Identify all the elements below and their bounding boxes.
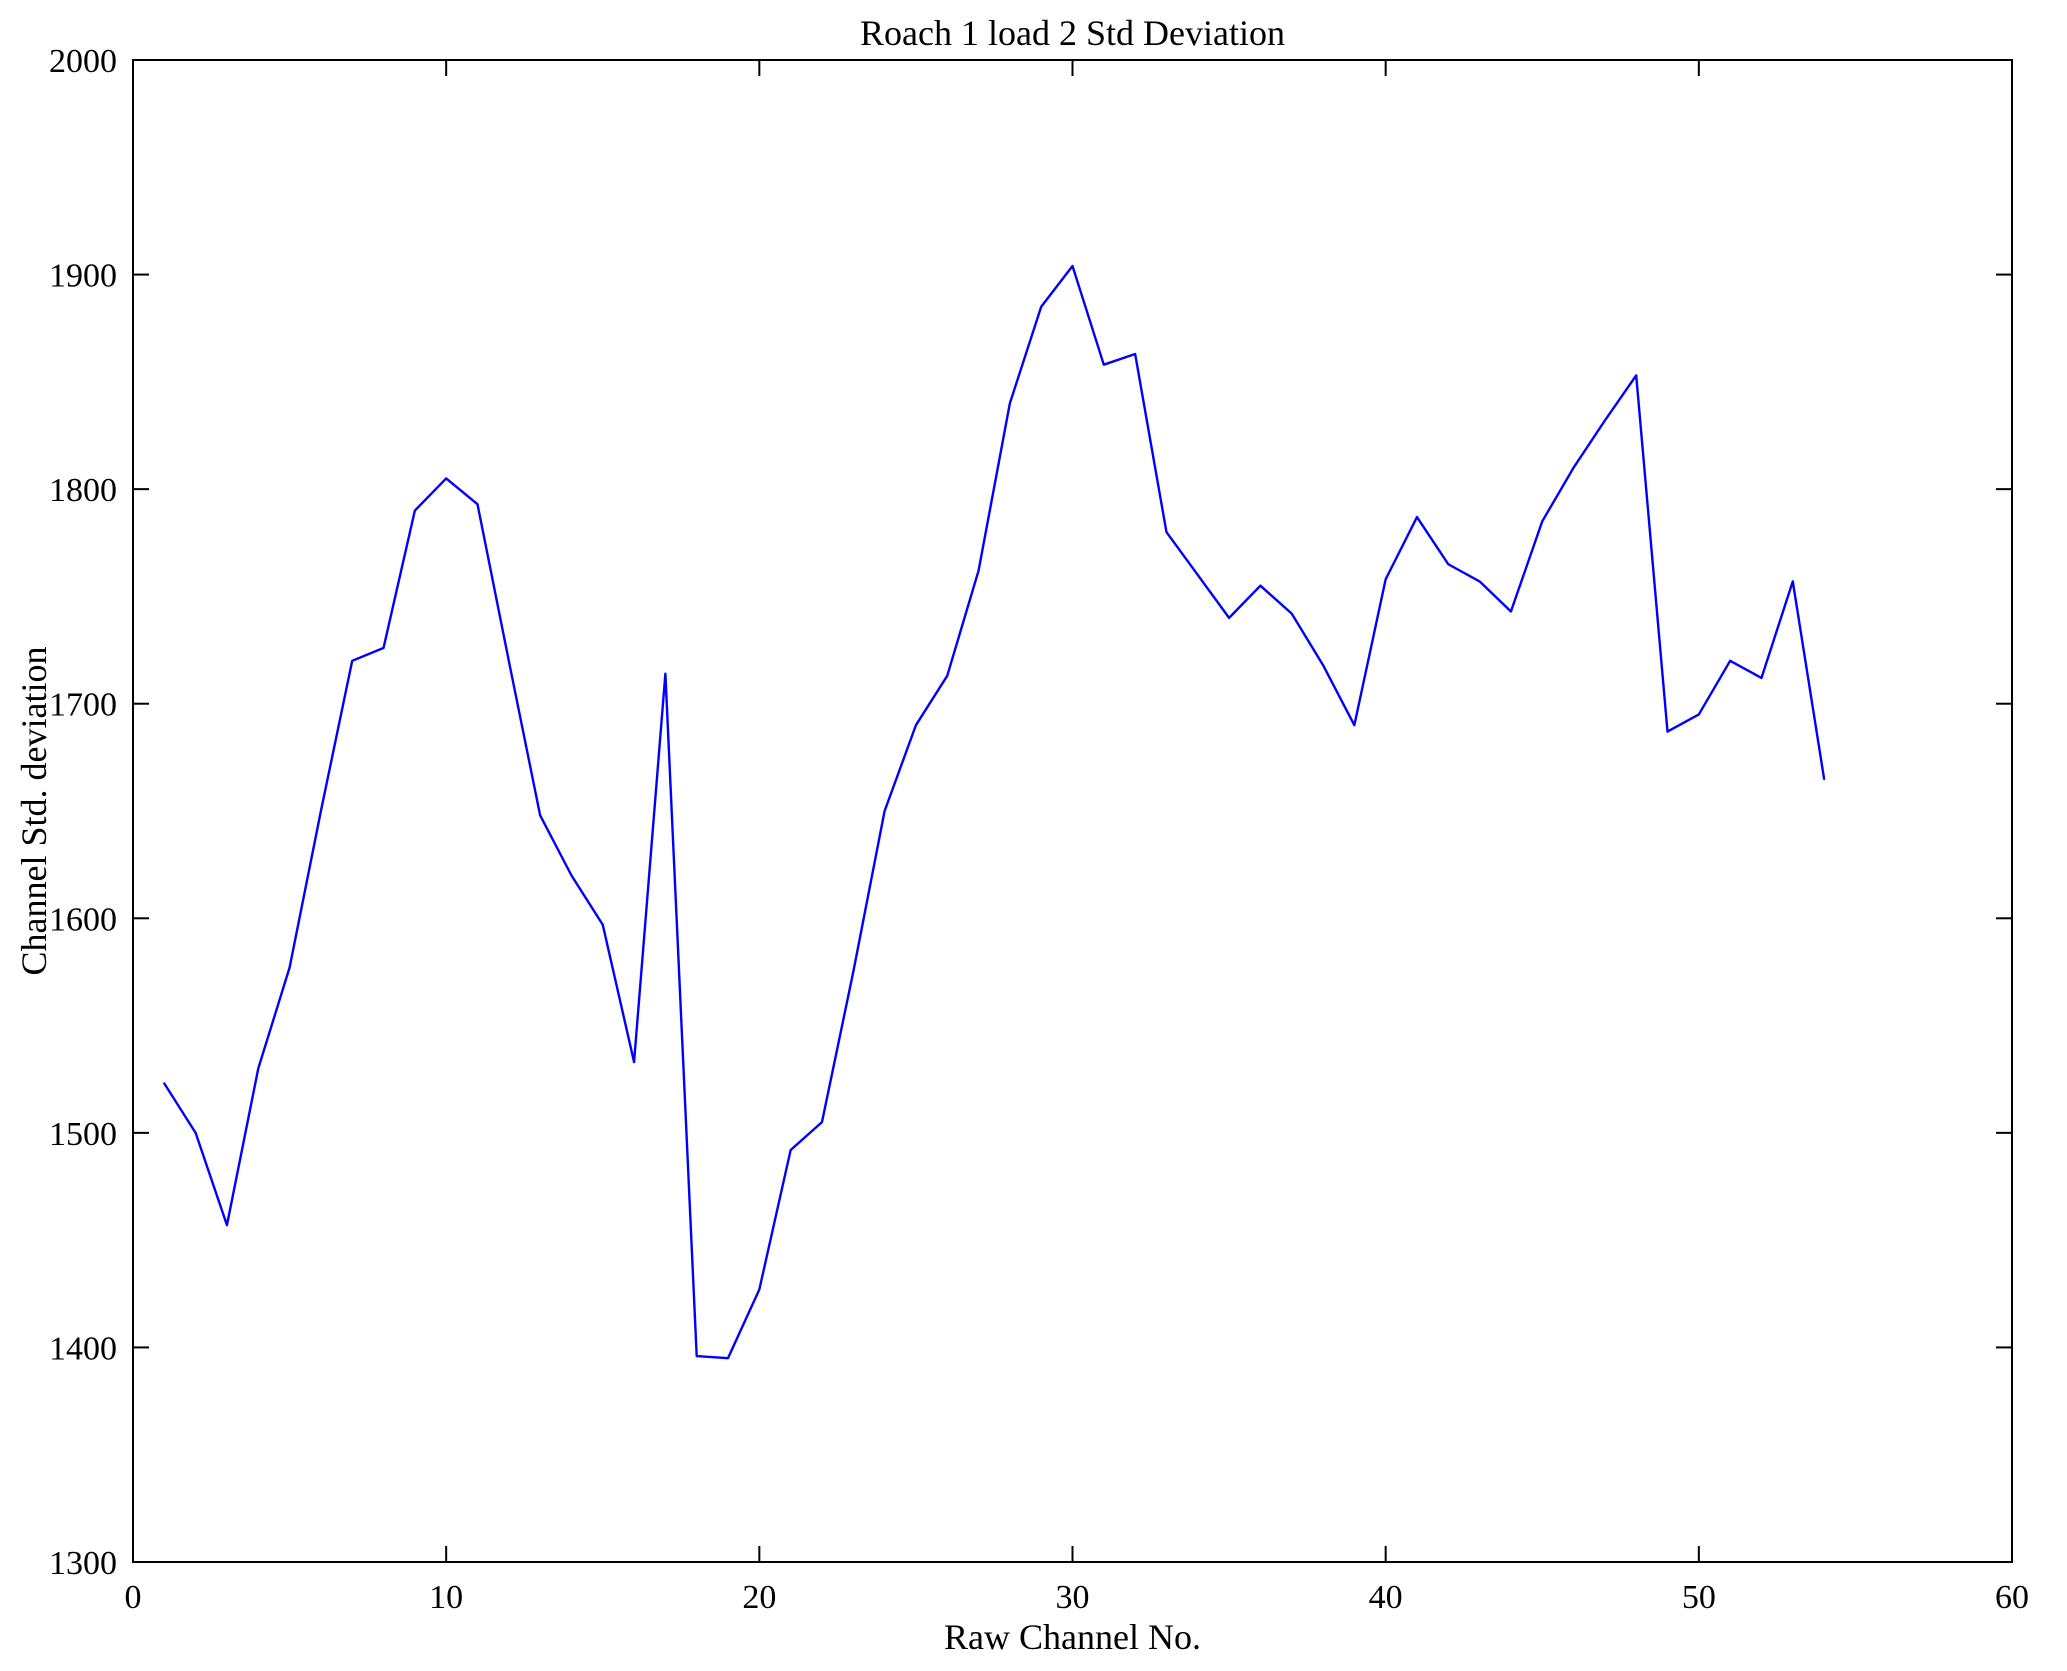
chart-title: Roach 1 load 2 Std Deviation <box>860 13 1285 53</box>
x-tick-label: 40 <box>1369 1579 1403 1616</box>
y-tick-label: 1400 <box>49 1330 117 1367</box>
y-tick-label: 1700 <box>49 687 117 724</box>
x-tick-label: 60 <box>1995 1579 2029 1616</box>
y-tick-label: 1800 <box>49 472 117 509</box>
x-tick-label: 0 <box>125 1579 142 1616</box>
y-tick-label: 1600 <box>49 901 117 938</box>
x-axis-label: Raw Channel No. <box>944 1617 1201 1657</box>
y-tick-label: 1500 <box>49 1116 117 1153</box>
y-tick-label: 1900 <box>49 258 117 295</box>
y-tick-label: 2000 <box>49 43 117 80</box>
x-tick-label: 30 <box>1056 1579 1090 1616</box>
x-tick-label: 20 <box>742 1579 776 1616</box>
x-tick-label: 50 <box>1682 1579 1716 1616</box>
axes-frame <box>132 59 2013 1563</box>
series-line-channel-std-deviation <box>163 264 1826 1360</box>
y-axis-label: Channel Std. deviation <box>14 646 54 976</box>
y-tick-label: 1300 <box>49 1545 117 1582</box>
x-tick-label: 10 <box>429 1579 463 1616</box>
